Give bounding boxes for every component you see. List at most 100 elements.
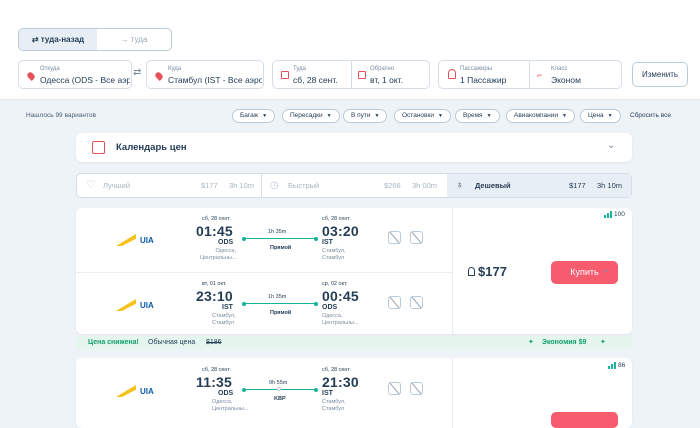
sort-cheap[interactable]: ♁ Дешевый $177 3h 10m <box>447 174 631 197</box>
flight-duration: 1h 35m <box>268 229 287 235</box>
rating-bars-icon <box>608 362 616 369</box>
filter-label: Цена <box>588 112 604 119</box>
city-line: Одесса, <box>215 248 236 254</box>
rating-value: 86 <box>618 362 626 369</box>
flight-duration: 9h 55m <box>269 380 288 386</box>
change-search-button[interactable]: Изменить <box>632 62 688 87</box>
price-calendar[interactable]: Календарь цен ⌄ <box>76 133 632 162</box>
sort-fast-price: $266 <box>384 181 401 190</box>
filter-label: Время <box>463 112 483 119</box>
buy-button[interactable]: Купить <box>551 261 618 284</box>
results-count: Нашлось 99 вариантов <box>26 112 96 119</box>
city-line: Стамбул, <box>212 313 236 319</box>
from-value: Одесса (ODS - Все аэро <box>40 75 130 85</box>
to-field[interactable]: Куда Стамбул (IST - Все аэро <box>146 60 264 89</box>
heart-icon: ♡ <box>86 179 96 191</box>
reset-filters-link[interactable]: Сбросить все <box>630 112 671 119</box>
route-dot <box>242 237 246 241</box>
stopwatch-icon: ◷ <box>270 180 279 191</box>
calendar-icon <box>92 141 105 154</box>
departure-airport-code: ODS <box>218 239 234 246</box>
price-drop-label: Цена снижена! <box>88 339 139 346</box>
departure-time: 01:45 <box>196 223 233 239</box>
filter-label: Багаж <box>240 112 259 119</box>
person-icon <box>468 267 475 276</box>
from-label: Откуда <box>40 66 60 72</box>
airline-name: UIA <box>140 301 154 310</box>
rating-bars-icon <box>604 211 612 218</box>
swap-icon[interactable]: ⇄ <box>133 67 142 78</box>
city-line: Стамбул <box>322 406 345 412</box>
city-line: Стамбул <box>212 320 235 326</box>
no-baggage-icon <box>388 382 401 395</box>
price-drop-banner: Цена снижена! Обычная цена $186 ✦ Эконом… <box>76 336 632 349</box>
airline-wing-icon <box>116 299 136 311</box>
segment-divider <box>76 272 452 273</box>
airline-wing-icon <box>116 234 136 246</box>
sparkle-icon: ✦ <box>528 339 534 346</box>
sort-cheap-price: $177 <box>569 181 586 190</box>
trip-type-tabs: ⇄ туда-назад → туда <box>18 28 172 51</box>
filter-duration[interactable]: В пути ▼ <box>343 109 388 123</box>
departure-city: Стамбул, Стамбул <box>212 313 236 327</box>
seat-icon: ⌐ <box>537 70 543 80</box>
stops-label: Прямой <box>270 310 292 316</box>
route-line <box>244 238 316 239</box>
chevron-down-icon: ▼ <box>262 113 268 119</box>
sort-best-time: 3h 10m <box>229 181 255 190</box>
calendar-icon <box>358 71 366 79</box>
departure-city: Одесса, Центральны... <box>200 248 236 262</box>
no-meal-icon <box>410 382 423 395</box>
chevron-down-icon: ⌄ <box>607 140 616 151</box>
filter-price[interactable]: Цена ▼ <box>580 109 621 123</box>
departure-date: сб, 28 сент. <box>202 216 231 222</box>
city-line: Центральны... <box>322 320 359 326</box>
departure-date: вт, 01 окт. <box>202 281 227 287</box>
city-line: Одесса, <box>322 313 343 319</box>
airline-wing-icon <box>116 385 136 397</box>
arrival-city: Стамбул, Стамбул <box>322 248 346 262</box>
sort-best[interactable]: ♡ Лучший $177 3h 10m <box>77 174 261 197</box>
divider <box>351 61 352 88</box>
return-label: Обратно <box>370 66 395 72</box>
departure-airport-code: IST <box>222 304 233 311</box>
filter-time[interactable]: Время ▼ <box>455 109 500 123</box>
buy-button[interactable] <box>551 412 618 428</box>
price-calendar-title: Календарь цен <box>116 142 187 153</box>
stops-label: KBP <box>274 396 286 402</box>
tab-round-trip[interactable]: ⇄ туда-назад <box>19 29 97 50</box>
tab-one-way[interactable]: → туда <box>120 35 148 44</box>
city-line: Центральны... <box>200 255 237 261</box>
city-line: Центральны... <box>212 406 249 412</box>
departure-city: Одесса, Центральны... <box>212 399 248 413</box>
chevron-down-icon: ▼ <box>437 113 443 119</box>
filter-transfers[interactable]: Пересадки ▼ <box>282 109 340 123</box>
filter-airlines[interactable]: Авиакомпании ▼ <box>506 109 575 123</box>
passengers-value: 1 Пассажир <box>460 75 507 85</box>
sort-best-price: $177 <box>201 181 218 190</box>
sort-fast[interactable]: ◷ Быстрый $266 3h 00m <box>262 174 446 197</box>
arrival-date: сб, 28 сент. <box>322 216 351 222</box>
sort-cheap-time: 3h 10m <box>597 181 623 190</box>
chevron-down-icon: ▼ <box>374 113 380 119</box>
depart-value: сб, 28 сент. <box>293 75 338 85</box>
to-value: Стамбул (IST - Все аэро <box>168 75 262 85</box>
from-field[interactable]: Откуда Одесса (ODS - Все аэро <box>18 60 132 89</box>
ticket-price: $177 <box>478 264 507 279</box>
filter-stops[interactable]: Остановки ▼ <box>394 109 451 123</box>
flight-duration: 1h 35m <box>268 294 287 300</box>
location-pin-icon <box>154 71 164 81</box>
no-baggage-icon <box>388 296 401 309</box>
arrival-airport-code: IST <box>322 239 333 246</box>
calendar-icon <box>281 71 289 79</box>
passengers-class-field: Пассажиры 1 Пассажир ⌐ Класс Эконом <box>438 60 622 89</box>
filter-baggage[interactable]: Багаж ▼ <box>232 109 276 123</box>
piggy-bank-icon: ♁ <box>456 180 464 191</box>
saving-label: Экономия $9 <box>542 339 587 346</box>
city-line: Стамбул, <box>322 399 346 405</box>
filter-label: Остановки <box>402 112 434 119</box>
arrival-airport-code: ODS <box>322 304 338 311</box>
chevron-down-icon[interactable]: ⌄ <box>602 264 611 275</box>
result-card: UIA сб, 28 сент. 11:35 ODS Одесса, Центра… <box>76 358 632 428</box>
route-dot <box>314 302 318 306</box>
